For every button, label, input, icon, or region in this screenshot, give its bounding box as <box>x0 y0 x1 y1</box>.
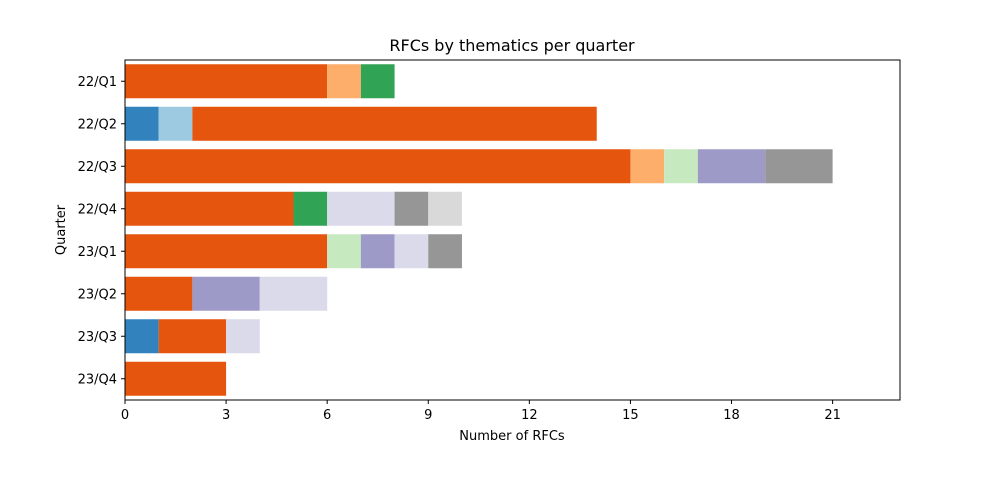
bar-segment <box>125 64 328 99</box>
bar-segment <box>125 191 294 226</box>
bars-layer <box>125 64 833 396</box>
x-tick-label: 21 <box>824 408 841 423</box>
y-tick-label: 23/Q3 <box>78 330 117 345</box>
y-axis-ticks: 22/Q1 22/Q2 22/Q3 22/Q4 23/Q1 23/Q2 23/Q3 23/Q4 <box>78 75 125 387</box>
x-tick-label: 12 <box>521 408 538 423</box>
x-tick-label: 0 <box>121 408 129 423</box>
y-tick-label: 22/Q4 <box>78 202 117 217</box>
bar-segment <box>158 319 227 354</box>
bar-segment <box>327 234 361 269</box>
plot-frame <box>124 59 901 401</box>
x-tick-label: 18 <box>723 408 740 423</box>
y-tick-label: 23/Q1 <box>78 245 117 260</box>
bar-segment <box>125 276 193 311</box>
bar-segment <box>259 276 328 311</box>
x-tick-label: 6 <box>323 408 331 423</box>
bar-segment <box>697 149 766 184</box>
bar-segment <box>664 149 698 184</box>
bar-segment <box>158 106 193 141</box>
bar-segment <box>428 191 462 226</box>
y-tick-label: 22/Q3 <box>78 160 117 175</box>
bar-segment <box>192 276 260 311</box>
bar-segment <box>394 234 429 269</box>
bar-segment <box>327 64 361 99</box>
x-axis-label: Number of RFCs <box>459 429 565 444</box>
bar-segment <box>192 106 597 141</box>
y-tick-label: 23/Q2 <box>78 287 117 302</box>
bar-segment <box>360 64 395 99</box>
y-tick-label: 22/Q2 <box>78 117 117 132</box>
bar-segment <box>428 234 462 269</box>
chart-title: RFCs by thematics per quarter <box>389 36 635 55</box>
x-axis-ticks: 0 3 6 9 12 15 18 21 <box>121 400 841 423</box>
bar-segment <box>226 319 260 354</box>
bar-segment <box>394 191 429 226</box>
bar-segment <box>630 149 665 184</box>
y-tick-label: 22/Q1 <box>78 75 117 90</box>
x-tick-label: 15 <box>622 408 639 423</box>
bar-segment <box>125 361 227 396</box>
bar-segment <box>125 319 159 354</box>
bar-segment <box>360 234 395 269</box>
bar-segment <box>293 191 328 226</box>
y-tick-label: 23/Q4 <box>78 372 117 387</box>
bar-segment <box>125 149 631 184</box>
x-tick-label: 3 <box>222 408 230 423</box>
bar-segment <box>327 191 395 226</box>
bar-segment <box>125 106 159 141</box>
bar-segment <box>125 234 328 269</box>
bar-segment <box>765 149 833 184</box>
x-tick-label: 9 <box>424 408 432 423</box>
y-axis-label: Quarter <box>54 204 69 255</box>
